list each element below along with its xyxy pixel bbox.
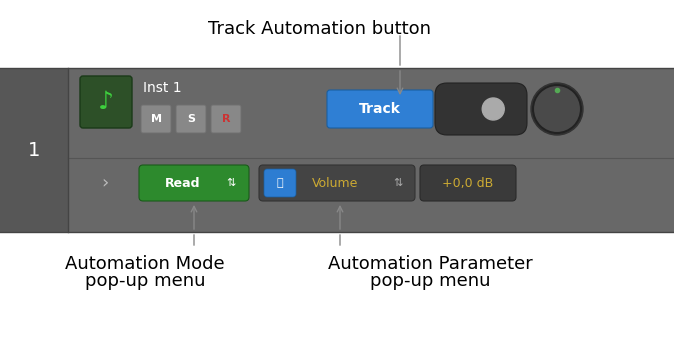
FancyBboxPatch shape — [80, 76, 132, 128]
Text: Automation Parameter: Automation Parameter — [328, 255, 532, 273]
Text: Volume: Volume — [312, 176, 358, 190]
FancyBboxPatch shape — [141, 105, 171, 133]
FancyBboxPatch shape — [176, 105, 206, 133]
Text: +0,0 dB: +0,0 dB — [442, 176, 493, 190]
Bar — [68, 68, 674, 232]
Circle shape — [482, 98, 504, 120]
FancyBboxPatch shape — [139, 165, 249, 201]
FancyBboxPatch shape — [327, 90, 433, 128]
Text: ›: › — [101, 174, 109, 192]
FancyBboxPatch shape — [435, 83, 527, 135]
Text: pop-up menu: pop-up menu — [370, 272, 490, 290]
Text: Track: Track — [359, 102, 401, 116]
FancyBboxPatch shape — [259, 165, 415, 201]
Text: Automation Mode: Automation Mode — [65, 255, 225, 273]
Text: M: M — [150, 114, 162, 124]
Text: ⇅: ⇅ — [394, 178, 402, 188]
FancyBboxPatch shape — [264, 169, 296, 197]
Text: Inst 1: Inst 1 — [143, 81, 181, 95]
Bar — [0, 68, 68, 232]
Text: ♪: ♪ — [98, 90, 114, 114]
Text: S: S — [187, 114, 195, 124]
FancyBboxPatch shape — [420, 165, 516, 201]
Text: 1: 1 — [28, 140, 40, 160]
Text: Track Automation button: Track Automation button — [208, 20, 431, 38]
Text: Read: Read — [165, 176, 201, 190]
Circle shape — [533, 85, 581, 133]
Text: ⇅: ⇅ — [226, 178, 236, 188]
Text: pop-up menu: pop-up menu — [85, 272, 206, 290]
Text: R: R — [222, 114, 231, 124]
Circle shape — [531, 83, 583, 135]
FancyBboxPatch shape — [211, 105, 241, 133]
Text: ⏻: ⏻ — [277, 178, 283, 188]
